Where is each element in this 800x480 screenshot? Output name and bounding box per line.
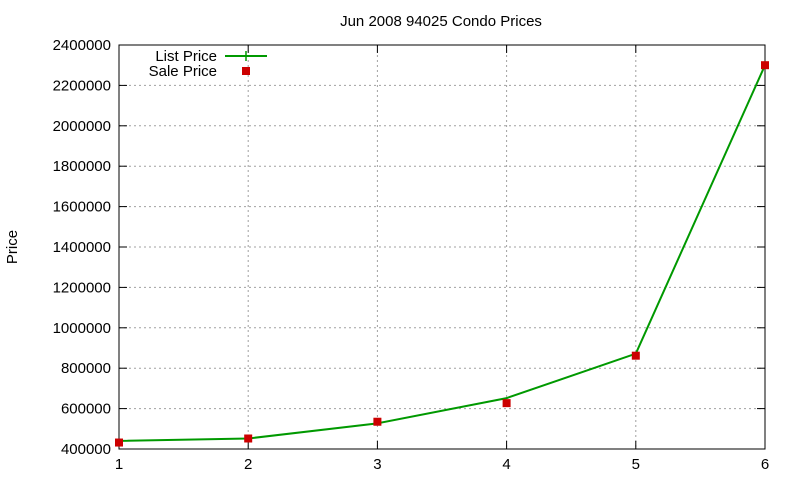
sale-price-point (631, 351, 640, 360)
y-tick-label: 1400000 (53, 239, 111, 256)
series-layer (115, 61, 769, 447)
legend-label: Sale Price (149, 63, 217, 80)
y-tick-label: 2400000 (53, 37, 111, 54)
y-tick-label: 400000 (61, 441, 111, 458)
y-tick-label: 1000000 (53, 320, 111, 337)
ticks-layer: 400000 600000 800000 1000000 1200000 1400000 1… (53, 37, 770, 473)
chart-title: Jun 2008 94025 Condo Prices (340, 13, 542, 30)
y-tick-label: 2200000 (53, 77, 111, 94)
sale-price-point (244, 434, 253, 443)
y-tick-label: 1600000 (53, 199, 111, 216)
x-tick-label: 3 (373, 456, 381, 473)
legend-label: List Price (155, 48, 217, 65)
x-tick-label: 6 (761, 456, 769, 473)
sale-price-point (761, 61, 769, 70)
x-tick-label: 5 (632, 456, 640, 473)
y-tick-label: 2000000 (53, 118, 111, 135)
series-line-list-price (118, 64, 766, 442)
x-tick-label: 1 (115, 456, 123, 473)
sale-price-point (502, 399, 511, 408)
x-tick-label: 4 (502, 456, 510, 473)
x-tick-label: 2 (244, 456, 252, 473)
y-axis-label: Price (4, 230, 21, 264)
sale-price-point (373, 417, 382, 426)
y-tick-label: 800000 (61, 360, 111, 377)
legend-square-swatch (242, 67, 250, 75)
y-tick-label: 600000 (61, 401, 111, 418)
y-tick-label: 1800000 (53, 158, 111, 175)
grid-layer (119, 45, 765, 449)
y-tick-label: 1200000 (53, 279, 111, 296)
plot-frame (118, 44, 766, 450)
sale-price-point (115, 438, 123, 447)
